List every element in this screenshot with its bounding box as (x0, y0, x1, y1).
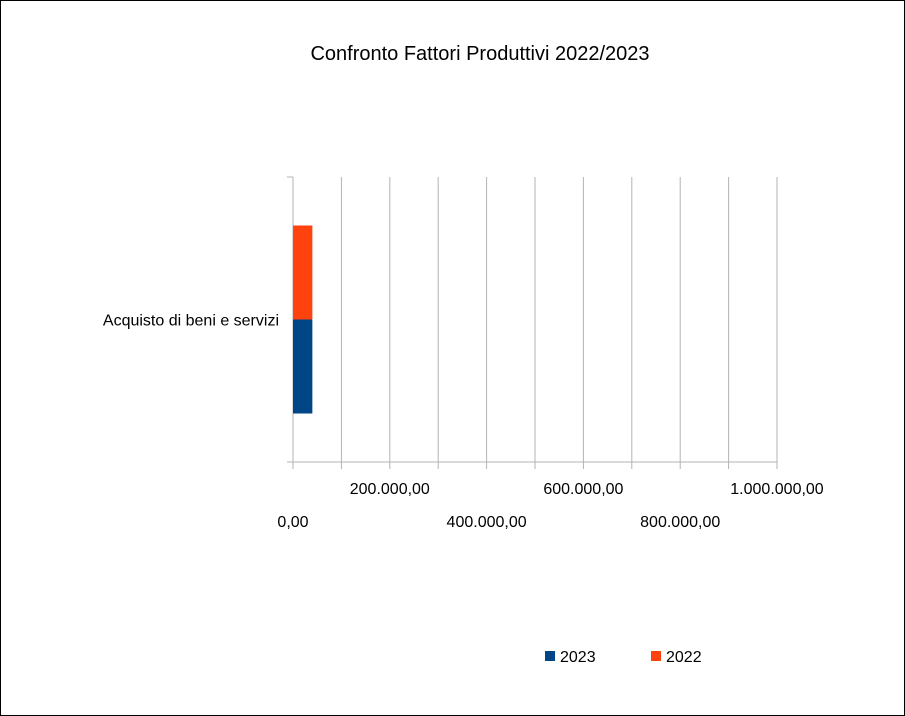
bar-2022 (293, 225, 313, 320)
grid-lines (340, 177, 778, 462)
category-label: Acquisto di beni e servizi (103, 313, 279, 330)
bars (293, 225, 313, 414)
x-tick-label: 800.000,00 (640, 514, 720, 531)
legend-label: 2022 (666, 649, 702, 666)
category-labels: Acquisto di beni e servizi (103, 313, 279, 330)
x-tick-label: 1.000.000,00 (730, 481, 824, 498)
bar-2023 (293, 319, 313, 414)
legend-swatch-2022 (651, 651, 661, 661)
legend-label: 2023 (560, 649, 596, 666)
x-tick-label: 0,00 (277, 514, 308, 531)
x-tick-labels: 0,00 200.000,00 400.000,00 600.000,00 800.00… (277, 481, 823, 531)
x-tick-label: 600.000,00 (543, 481, 623, 498)
legend-swatch-2023 (545, 651, 555, 661)
x-tick-label: 200.000,00 (350, 481, 430, 498)
axes (287, 176, 778, 469)
legend: 2023 2022 (545, 649, 702, 666)
chart-title: Confronto Fattori Produttivi 2022/2023 (310, 43, 649, 65)
x-tick-label: 400.000,00 (447, 514, 527, 531)
